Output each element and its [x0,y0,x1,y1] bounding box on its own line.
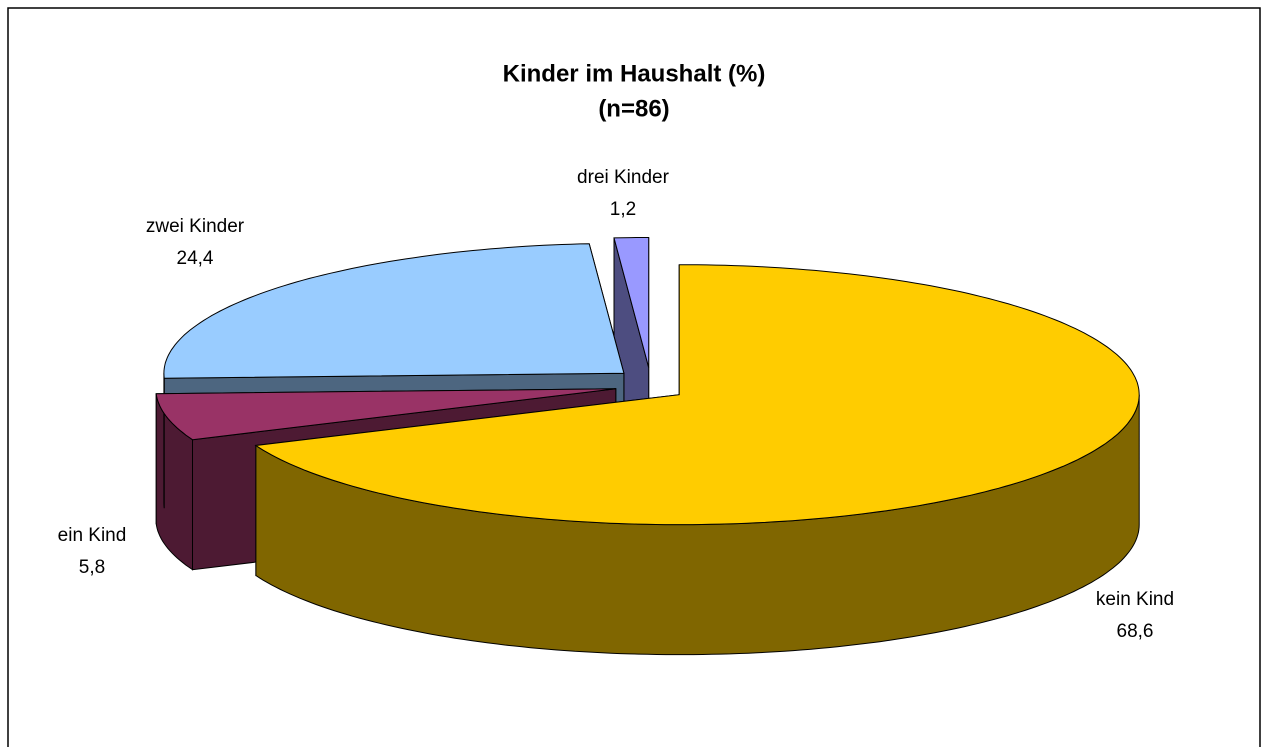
slice-label: drei Kinder [577,167,670,188]
slice-value: 5,8 [79,557,105,578]
chart-title: Kinder im Haushalt (%) [503,60,766,87]
slice-label: zwei Kinder [146,216,245,237]
slice-value: 24,4 [177,248,214,269]
chart-subtitle: (n=86) [598,95,669,122]
slice [254,264,1140,526]
slice [613,237,650,368]
slice [163,243,625,379]
slice-value: 1,2 [610,199,636,220]
slice [155,388,616,441]
slice-value: 68,6 [1117,621,1154,642]
slice-label: kein Kind [1096,589,1174,610]
slice-label: ein Kind [58,525,127,546]
